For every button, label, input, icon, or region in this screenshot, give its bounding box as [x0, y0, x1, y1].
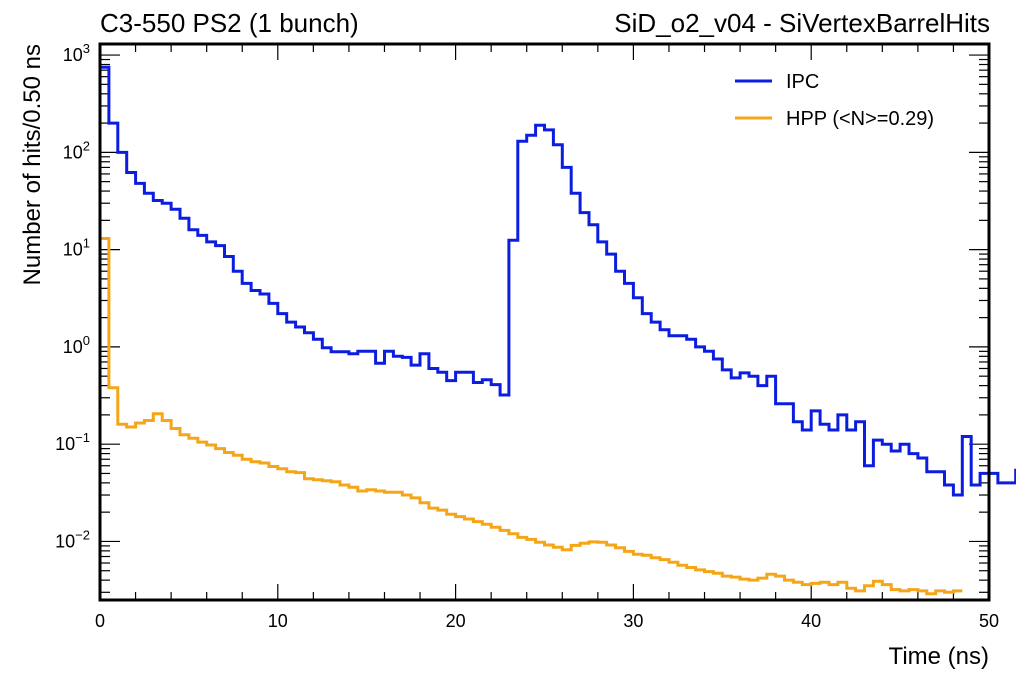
y-tick-label: 103 — [63, 41, 90, 65]
series-line-ipc — [100, 65, 1016, 497]
legend-label-hpp: HPP (<N>=0.29) — [786, 108, 934, 130]
axis-ticks — [99, 44, 990, 600]
series-layer — [100, 65, 1016, 596]
tick-labels: 0 10 20 30 40 50 103 102 101 100 10−1 10−2 — [55, 41, 999, 631]
x-axis-title: Time (ns) — [889, 643, 989, 670]
chart-title-left: C3-550 PS2 (1 bunch) — [100, 8, 359, 38]
x-tick-label: 20 — [446, 611, 466, 631]
x-tick-label: 40 — [801, 611, 821, 631]
y-tick-label: 10−2 — [55, 527, 90, 551]
y-tick-label: 102 — [63, 138, 90, 162]
x-tick-label: 10 — [268, 611, 288, 631]
plot-frame — [98, 42, 991, 602]
y-tick-label: 101 — [63, 236, 90, 260]
x-tick-label: 50 — [979, 611, 999, 631]
x-tick-label: 0 — [95, 611, 105, 631]
y-tick-label: 100 — [63, 333, 90, 357]
chart-title-right: SiD_o2_v04 - SiVertexBarrelHits — [614, 8, 990, 38]
series-line-hpp — [100, 237, 963, 596]
y-axis-title: Number of hits/0.50 ns — [19, 44, 46, 285]
legend-label-ipc: IPC — [786, 71, 819, 93]
legend: IPC HPP (<N>=0.29) — [735, 71, 934, 130]
x-tick-label: 30 — [623, 611, 643, 631]
y-tick-label: 10−1 — [55, 430, 90, 454]
